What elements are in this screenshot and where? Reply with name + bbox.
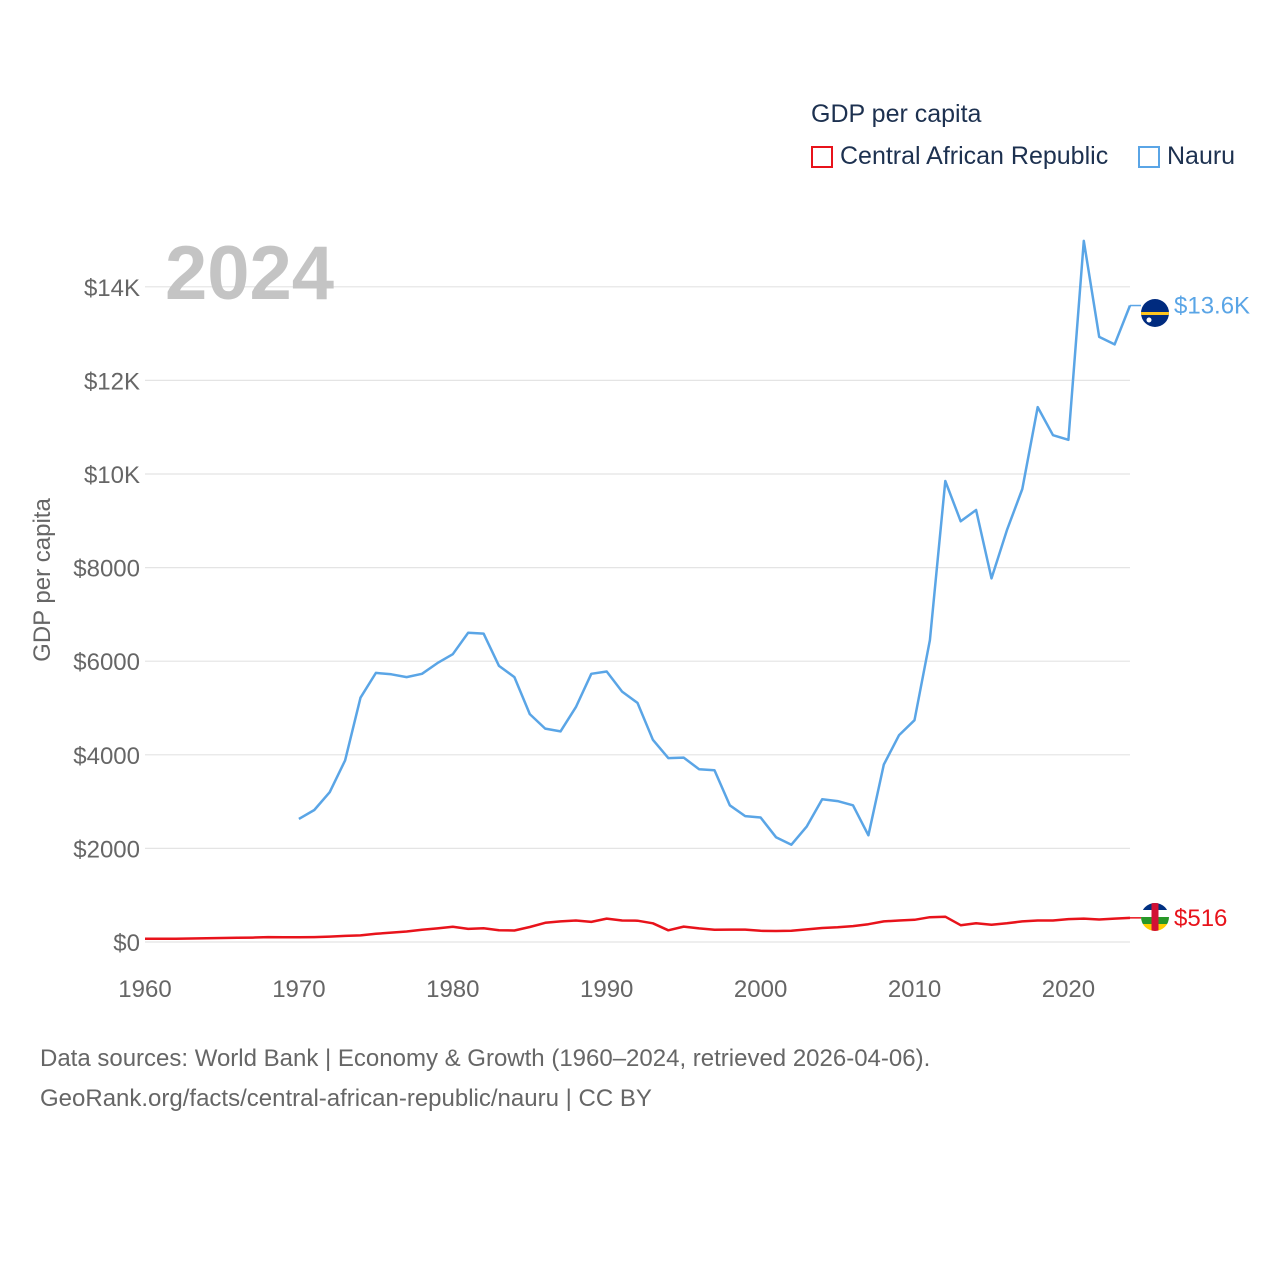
y-tick-label: $8000 bbox=[73, 556, 140, 583]
legend-title: GDP per capita bbox=[811, 100, 982, 128]
y-tick-label: $4000 bbox=[73, 743, 140, 770]
legend-item-central-african-republic[interactable]: Central African Republic bbox=[811, 142, 1108, 171]
car-flag-icon bbox=[1141, 903, 1169, 931]
x-tick-label: 2000 bbox=[734, 976, 787, 1003]
grid-lines bbox=[145, 286, 1130, 943]
y-tick-label: $6000 bbox=[73, 649, 140, 676]
legend-item-nauru[interactable]: Nauru bbox=[1138, 142, 1235, 171]
footer-attribution: GeoRank.org/facts/central-african-republ… bbox=[40, 1085, 652, 1112]
end-labels: $516 $13.6K bbox=[1130, 293, 1250, 932]
y-axis: $0 $2000 $4000 $6000 $8000 $10K $12K $14K bbox=[73, 275, 140, 957]
legend-swatch-nauru bbox=[1138, 145, 1160, 168]
y-tick-label: $14K bbox=[84, 275, 140, 302]
x-axis: 1960 1970 1980 1990 2000 2010 2020 bbox=[118, 976, 1095, 1003]
y-tick-label: $0 bbox=[113, 930, 140, 957]
x-tick-label: 1980 bbox=[426, 976, 479, 1003]
y-tick-label: $10K bbox=[84, 462, 140, 489]
y-tick-label: $12K bbox=[84, 368, 140, 395]
footer-sources: Data sources: World Bank | Economy & Gro… bbox=[40, 1045, 931, 1072]
end-label-nauru: $13.6K bbox=[1174, 293, 1250, 320]
x-tick-label: 2010 bbox=[888, 976, 941, 1003]
x-tick-label: 1970 bbox=[272, 976, 325, 1003]
series-lines bbox=[145, 239, 1132, 940]
series-line-nauru bbox=[298, 239, 1132, 846]
legend-swatch-car bbox=[811, 145, 833, 168]
x-tick-label: 1990 bbox=[580, 976, 633, 1003]
x-tick-label: 1960 bbox=[118, 976, 171, 1003]
series-line-central-african-republic bbox=[145, 915, 1131, 940]
y-axis-label: GDP per capita bbox=[29, 498, 56, 662]
legend-label-nauru: Nauru bbox=[1167, 142, 1236, 170]
x-tick-label: 2020 bbox=[1042, 976, 1095, 1003]
chart-title: 2024 bbox=[165, 231, 334, 316]
y-tick-label: $2000 bbox=[73, 836, 140, 863]
nauru-flag-icon bbox=[1141, 299, 1169, 327]
end-label-central-african-republic: $516 bbox=[1174, 905, 1227, 932]
legend-label-car: Central African Republic bbox=[840, 142, 1109, 170]
